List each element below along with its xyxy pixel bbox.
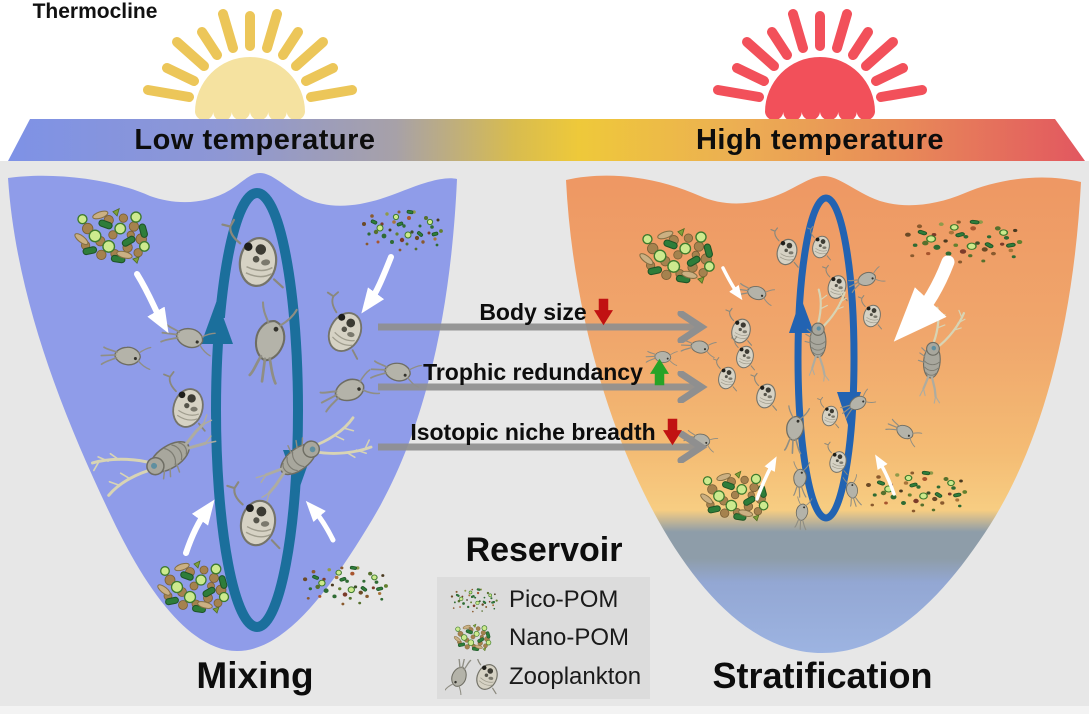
legend-item-pico-pom: Pico-POM xyxy=(437,582,650,618)
transition-arrows xyxy=(378,327,697,447)
legend-title: Reservoir xyxy=(465,531,623,569)
trophic-redundancy-label: Trophic redundancy xyxy=(423,358,643,385)
isotopic-niche-breadth-label: Isotopic niche breadth xyxy=(410,418,656,445)
zooplankton-icon xyxy=(445,658,503,695)
flux-arrows xyxy=(134,254,955,556)
thermocline-label: Thermocline xyxy=(32,0,158,23)
pico-pom-icon xyxy=(450,587,499,613)
high-temp-sun-icon xyxy=(713,9,927,122)
legend-item-zooplankton: Zooplankton xyxy=(437,658,650,695)
legend-label: Zooplankton xyxy=(509,662,642,690)
temperature-gradient-banner xyxy=(8,119,1085,161)
low-temperature-label: Low temperature xyxy=(134,124,376,156)
body-size-label: Body size xyxy=(479,298,587,325)
mixing-basin-water xyxy=(8,173,457,651)
increase-arrow-icon xyxy=(649,358,669,386)
mixing-label: Mixing xyxy=(196,655,314,696)
transition-trophic-redundancy: Trophic redundancy xyxy=(350,354,742,390)
legend-label: Pico-POM xyxy=(509,585,619,613)
decrease-arrow-icon xyxy=(662,418,682,446)
stratification-label: Stratification xyxy=(712,655,933,696)
legend: Pico-POM Nano-POM Zooplankton xyxy=(437,577,650,699)
decrease-arrow-icon xyxy=(593,298,613,326)
background-strip xyxy=(0,706,1089,714)
high-temperature-label: High temperature xyxy=(695,124,945,156)
nano-pom-icon xyxy=(452,623,492,652)
legend-item-nano-pom: Nano-POM xyxy=(437,620,650,656)
transition-isotopic-niche: Isotopic niche breadth xyxy=(350,414,742,450)
transition-body-size: Body size xyxy=(350,294,742,330)
legend-label: Nano-POM xyxy=(509,624,630,651)
low-temp-sun-icon xyxy=(143,9,357,122)
